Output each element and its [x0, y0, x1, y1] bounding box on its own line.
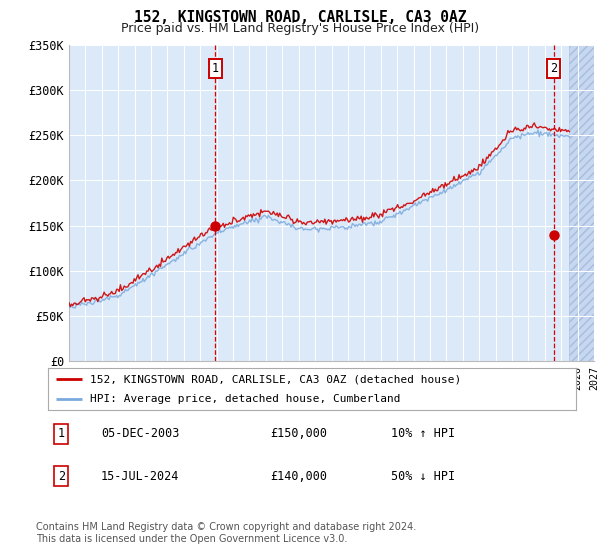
Text: 1: 1: [58, 427, 65, 440]
Text: 1: 1: [212, 62, 219, 75]
Text: 152, KINGSTOWN ROAD, CARLISLE, CA3 0AZ: 152, KINGSTOWN ROAD, CARLISLE, CA3 0AZ: [134, 10, 466, 25]
Text: 2: 2: [550, 62, 557, 75]
Text: £150,000: £150,000: [270, 427, 327, 440]
Text: This data is licensed under the Open Government Licence v3.0.: This data is licensed under the Open Gov…: [36, 534, 347, 544]
Text: £140,000: £140,000: [270, 470, 327, 483]
Text: HPI: Average price, detached house, Cumberland: HPI: Average price, detached house, Cumb…: [90, 394, 401, 404]
Bar: [569, 45, 600, 361]
Text: 50% ↓ HPI: 50% ↓ HPI: [391, 470, 455, 483]
Text: 05-DEC-2003: 05-DEC-2003: [101, 427, 179, 440]
Text: 2: 2: [58, 470, 65, 483]
Text: Contains HM Land Registry data © Crown copyright and database right 2024.: Contains HM Land Registry data © Crown c…: [36, 522, 416, 532]
Text: 10% ↑ HPI: 10% ↑ HPI: [391, 427, 455, 440]
Text: 15-JUL-2024: 15-JUL-2024: [101, 470, 179, 483]
Text: Price paid vs. HM Land Registry's House Price Index (HPI): Price paid vs. HM Land Registry's House …: [121, 22, 479, 35]
Text: 152, KINGSTOWN ROAD, CARLISLE, CA3 0AZ (detached house): 152, KINGSTOWN ROAD, CARLISLE, CA3 0AZ (…: [90, 374, 461, 384]
